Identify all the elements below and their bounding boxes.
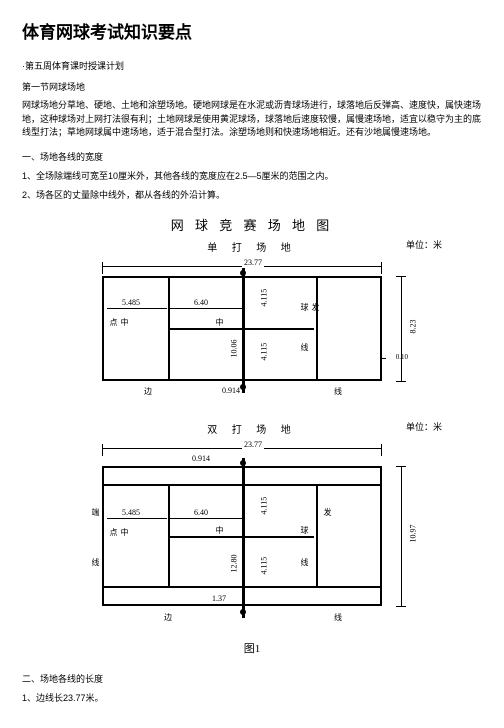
dim-half-2: 6.40 xyxy=(194,508,208,517)
body-paragraph: 网球场地分草地、硬地、土地和涂塑场地。硬地网球是在水泥或沥青球场进行，球落地后反… xyxy=(22,99,482,140)
doubles-title: 双 打 场 地 xyxy=(207,421,297,436)
label-zhongdian-2: 中点 xyxy=(108,528,130,536)
label-zhong-1: 中点 xyxy=(108,318,130,326)
singles-diagram: 23.77 5.485 6.40 中点 中 发球 线 4.115 4.115 1… xyxy=(62,262,442,412)
section-1-heading: 一、场地各线的宽度 xyxy=(22,150,482,163)
label-zhong-2: 中 xyxy=(214,318,225,326)
dim-net: 10.06 xyxy=(230,339,239,357)
label-bian-2: 边 xyxy=(164,612,172,623)
label-fa-1: 发球 xyxy=(299,303,321,311)
doubles-court: 5.485 6.40 端 线 中点 中 发 球 线 4.115 4.115 12… xyxy=(102,466,382,606)
section-2-heading: 二、场地各线的长度 xyxy=(22,672,482,685)
singles-court: 5.485 6.40 中点 中 发球 线 4.115 4.115 10.06 边… xyxy=(102,276,382,381)
label-duan: 端 xyxy=(90,508,101,516)
dim-center-1: 0.914 xyxy=(222,386,240,395)
dim-sb-1: 4.115 xyxy=(260,288,269,306)
singles-title: 单 打 场 地 xyxy=(207,239,297,254)
item-2: 2、场各区的丈量除中线外，都从各线的外沿计算。 xyxy=(22,188,482,201)
label-xian-l: 线 xyxy=(90,558,101,566)
dim-sb-3: 4.115 xyxy=(260,496,269,514)
label-fa-2: 发 xyxy=(322,508,333,516)
label-zhong-3: 中 xyxy=(214,526,225,534)
dim-baseline-2: 5.485 xyxy=(122,508,140,517)
item-1: 1、全场除端线可宽至10厘米外，其他各线的宽度应在2.5—5厘米的范围之内。 xyxy=(22,169,482,182)
dim-h2: 10.97 xyxy=(409,524,418,542)
label-xian-2: 线 xyxy=(299,558,310,566)
dim-h1: 8.23 xyxy=(409,319,418,333)
dim-half-1: 6.40 xyxy=(194,298,208,307)
label-qiu-2: 球 xyxy=(299,526,310,534)
dim-width-top-2: 23.77 xyxy=(242,440,264,449)
dim-center-top: 0.914 xyxy=(192,454,210,463)
dim-dc: 1.37 xyxy=(212,594,226,603)
doubles-diagram: 23.77 0.914 5.485 6.40 端 线 中点 中 发 球 线 4.… xyxy=(62,444,442,634)
dim-baseline-1: 5.485 xyxy=(122,298,140,307)
label-xian-b2: 线 xyxy=(334,612,342,623)
dim-dh: 12.80 xyxy=(230,554,239,572)
diagram-main-title: 网 球 竞 赛 场 地 图 xyxy=(22,215,482,234)
unit-label-2: 单位：米 xyxy=(406,420,442,433)
subtitle-1: ·第五周体育课时授课计划 xyxy=(22,59,482,72)
dim-sb-2: 4.115 xyxy=(260,342,269,360)
label-xian-1: 线 xyxy=(299,343,310,351)
dim-width-top: 23.77 xyxy=(242,258,264,267)
page-title: 体育网球考试知识要点 xyxy=(22,18,482,43)
dim-sb-4: 4.115 xyxy=(260,556,269,574)
unit-label-1: 单位：米 xyxy=(406,238,442,251)
label-xian-b1: 线 xyxy=(334,386,342,397)
item-3: 1、边线长23.77米。 xyxy=(22,691,482,704)
figure-label: 图1 xyxy=(22,640,482,656)
label-bian-1: 边 xyxy=(144,386,152,397)
subtitle-2: 第一节网球场地 xyxy=(22,80,482,93)
